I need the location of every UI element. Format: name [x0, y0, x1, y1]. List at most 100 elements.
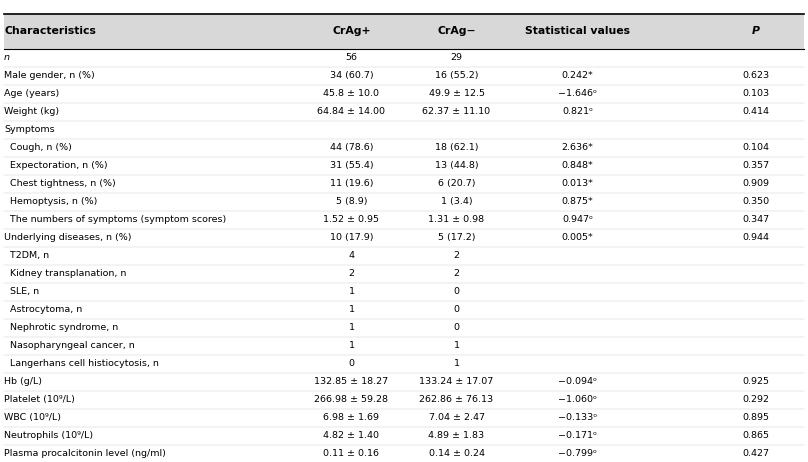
Text: Astrocytoma, n: Astrocytoma, n	[4, 305, 82, 314]
Text: Age (years): Age (years)	[4, 89, 59, 98]
Text: 0.013*: 0.013*	[562, 179, 594, 188]
Text: 0.944: 0.944	[742, 233, 769, 242]
Text: 0: 0	[453, 287, 460, 296]
Text: Plasma procalcitonin level (ng/ml): Plasma procalcitonin level (ng/ml)	[4, 450, 166, 458]
Text: 11 (19.6): 11 (19.6)	[330, 179, 373, 188]
Text: n: n	[4, 53, 10, 62]
Text: 64.84 ± 14.00: 64.84 ± 14.00	[318, 107, 385, 116]
Text: 2.636*: 2.636*	[562, 143, 594, 152]
Text: Weight (kg): Weight (kg)	[4, 107, 59, 116]
Text: 0: 0	[453, 323, 460, 332]
Text: 0.848*: 0.848*	[562, 161, 594, 170]
Text: 2: 2	[453, 269, 460, 278]
Text: −0.799ᵒ: −0.799ᵒ	[558, 450, 597, 458]
Text: 16 (55.2): 16 (55.2)	[435, 71, 478, 80]
Text: 1: 1	[348, 341, 355, 350]
Text: Hb (g/L): Hb (g/L)	[4, 377, 42, 386]
Text: 0.11 ± 0.16: 0.11 ± 0.16	[323, 450, 380, 458]
Text: 2: 2	[453, 251, 460, 260]
Text: Symptoms: Symptoms	[4, 125, 55, 134]
Text: 5 (17.2): 5 (17.2)	[438, 233, 475, 242]
Text: Chest tightness, n (%): Chest tightness, n (%)	[4, 179, 116, 188]
Text: Male gender, n (%): Male gender, n (%)	[4, 71, 95, 80]
Text: 4.89 ± 1.83: 4.89 ± 1.83	[428, 432, 485, 440]
Text: Hemoptysis, n (%): Hemoptysis, n (%)	[4, 197, 98, 206]
Text: 7.04 ± 2.47: 7.04 ± 2.47	[428, 413, 485, 422]
Text: 13 (44.8): 13 (44.8)	[435, 161, 478, 170]
Text: 1: 1	[453, 359, 460, 368]
Text: 31 (55.4): 31 (55.4)	[330, 161, 373, 170]
Text: 44 (78.6): 44 (78.6)	[330, 143, 373, 152]
Text: 0.350: 0.350	[742, 197, 769, 206]
Text: 45.8 ± 10.0: 45.8 ± 10.0	[323, 89, 380, 98]
Text: 266.98 ± 59.28: 266.98 ± 59.28	[314, 395, 389, 404]
Text: Characteristics: Characteristics	[4, 26, 96, 36]
Text: SLE, n: SLE, n	[4, 287, 39, 296]
Text: 34 (60.7): 34 (60.7)	[330, 71, 373, 80]
Text: 0.821ᵒ: 0.821ᵒ	[562, 107, 593, 116]
Text: 1: 1	[348, 305, 355, 314]
Text: 0: 0	[453, 305, 460, 314]
Text: 29: 29	[451, 53, 462, 62]
Text: Nasopharyngeal cancer, n: Nasopharyngeal cancer, n	[4, 341, 135, 350]
Text: 5 (8.9): 5 (8.9)	[336, 197, 367, 206]
Text: CrAg−: CrAg−	[437, 26, 476, 36]
Text: 133.24 ± 17.07: 133.24 ± 17.07	[419, 377, 494, 386]
Text: 1.31 ± 0.98: 1.31 ± 0.98	[428, 215, 485, 224]
Text: 1: 1	[348, 323, 355, 332]
Text: Underlying diseases, n (%): Underlying diseases, n (%)	[4, 233, 132, 242]
Text: 56: 56	[346, 53, 357, 62]
Text: P: P	[751, 26, 760, 36]
Text: −1.060ᵒ: −1.060ᵒ	[558, 395, 597, 404]
Text: 0.005*: 0.005*	[562, 233, 594, 242]
Text: 0.292: 0.292	[742, 395, 769, 404]
Text: Expectoration, n (%): Expectoration, n (%)	[4, 161, 107, 170]
Text: 0.925: 0.925	[742, 377, 769, 386]
Text: WBC (10⁹/L): WBC (10⁹/L)	[4, 413, 61, 422]
Text: 1.52 ± 0.95: 1.52 ± 0.95	[323, 215, 380, 224]
Text: The numbers of symptoms (symptom scores): The numbers of symptoms (symptom scores)	[4, 215, 226, 224]
Text: 6.98 ± 1.69: 6.98 ± 1.69	[323, 413, 380, 422]
Text: Nephrotic syndrome, n: Nephrotic syndrome, n	[4, 323, 118, 332]
Text: −0.171ᵒ: −0.171ᵒ	[558, 432, 597, 440]
Text: 132.85 ± 18.27: 132.85 ± 18.27	[314, 377, 389, 386]
Text: 0.909: 0.909	[742, 179, 769, 188]
Text: 0.242*: 0.242*	[562, 71, 594, 80]
Text: 0.875*: 0.875*	[562, 197, 594, 206]
Text: 0.623: 0.623	[742, 71, 769, 80]
Text: 0.357: 0.357	[742, 161, 769, 170]
Text: 1 (3.4): 1 (3.4)	[440, 197, 473, 206]
Text: Neutrophils (10⁹/L): Neutrophils (10⁹/L)	[4, 432, 93, 440]
Text: 6 (20.7): 6 (20.7)	[438, 179, 475, 188]
Text: Cough, n (%): Cough, n (%)	[4, 143, 72, 152]
Text: Kidney transplanation, n: Kidney transplanation, n	[4, 269, 126, 278]
Text: 0.103: 0.103	[742, 89, 769, 98]
Text: −1.646ᵒ: −1.646ᵒ	[558, 89, 597, 98]
Text: 4: 4	[348, 251, 355, 260]
Text: Statistical values: Statistical values	[525, 26, 630, 36]
Text: 0: 0	[348, 359, 355, 368]
Text: 0.427: 0.427	[742, 450, 769, 458]
Text: 1: 1	[453, 341, 460, 350]
Bar	[4, 14, 804, 49]
Text: 18 (62.1): 18 (62.1)	[435, 143, 478, 152]
Text: 10 (17.9): 10 (17.9)	[330, 233, 373, 242]
Text: 0.414: 0.414	[742, 107, 769, 116]
Text: Langerhans cell histiocytosis, n: Langerhans cell histiocytosis, n	[4, 359, 159, 368]
Text: 0.947ᵒ: 0.947ᵒ	[562, 215, 593, 224]
Text: 62.37 ± 11.10: 62.37 ± 11.10	[423, 107, 490, 116]
Text: CrAg+: CrAg+	[332, 26, 371, 36]
Text: 0.895: 0.895	[742, 413, 769, 422]
Text: 49.9 ± 12.5: 49.9 ± 12.5	[428, 89, 485, 98]
Text: 1: 1	[348, 287, 355, 296]
Text: 2: 2	[348, 269, 355, 278]
Text: 0.14 ± 0.24: 0.14 ± 0.24	[428, 450, 485, 458]
Text: 4.82 ± 1.40: 4.82 ± 1.40	[323, 432, 380, 440]
Text: 262.86 ± 76.13: 262.86 ± 76.13	[419, 395, 494, 404]
Text: −0.133ᵒ: −0.133ᵒ	[558, 413, 597, 422]
Text: T2DM, n: T2DM, n	[4, 251, 49, 260]
Text: 0.865: 0.865	[742, 432, 769, 440]
Text: 0.104: 0.104	[742, 143, 769, 152]
Text: 0.347: 0.347	[742, 215, 769, 224]
Text: Platelet (10⁹/L): Platelet (10⁹/L)	[4, 395, 75, 404]
